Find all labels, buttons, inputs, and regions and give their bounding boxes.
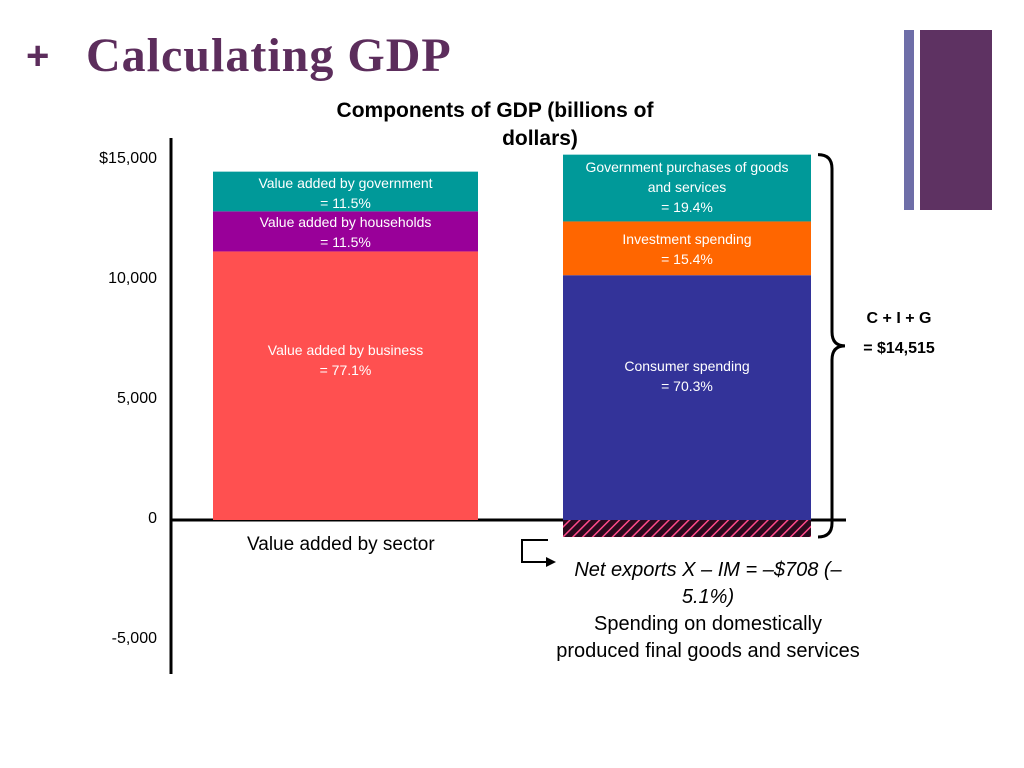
bar-segment-label: Consumer spending = 70.3% [624,357,750,394]
bar-segment-label: Value added by households = 11.5% [259,214,432,251]
net-exports-arrowhead [546,557,556,567]
net-exports-description: Spending on domestically produced final … [556,613,860,662]
bar-segment [563,221,811,276]
bar-segment [563,154,811,222]
total-brace [817,153,846,539]
decorative-bar-thin [904,30,914,210]
bar-segment-label: Value added by business = 77.1% [267,342,424,379]
bar-segment [213,211,478,252]
bar-segment-label: Investment spending = 15.4% [622,231,752,268]
decorative-bar-thick [920,30,992,210]
y-tick-label: 0 [148,510,157,527]
bar-segment-label: Value added by government = 11.5% [258,174,433,211]
slide-title: Calculating GDP [86,29,452,82]
y-tick-label: 5,000 [116,390,157,407]
y-tick-label: $15,000 [99,150,157,167]
net-exports-arrow [521,539,548,563]
net-exports-formula: Net exports X – IM = –$708 (–5.1%) [574,559,842,608]
total-gdp-value: = $14,515 [863,340,935,357]
net-exports-annotation: Net exports X – IM = –$708 (–5.1%) Spend… [550,557,866,665]
bar-segment-label: Government purchases of goods and servic… [585,158,789,215]
chart-title-line-2: dollars) [502,127,578,150]
chart-title-line-1: Components of GDP (billions of [336,99,654,122]
y-tick-label: -5,000 [111,630,157,647]
bar-segment [563,520,811,537]
y-tick-label: 10,000 [108,270,157,287]
total-gdp-label: C + I + G = $14,515 [836,304,962,364]
bar-segment [563,275,811,520]
total-gdp-formula: C + I + G [866,310,932,327]
bar-segment [213,251,478,520]
x-category-label: Value added by sector [247,534,435,555]
slide-marker: + [26,34,50,78]
bar-segment [213,171,478,212]
chart-title: Components of GDP (billions of dollars) [290,97,700,153]
